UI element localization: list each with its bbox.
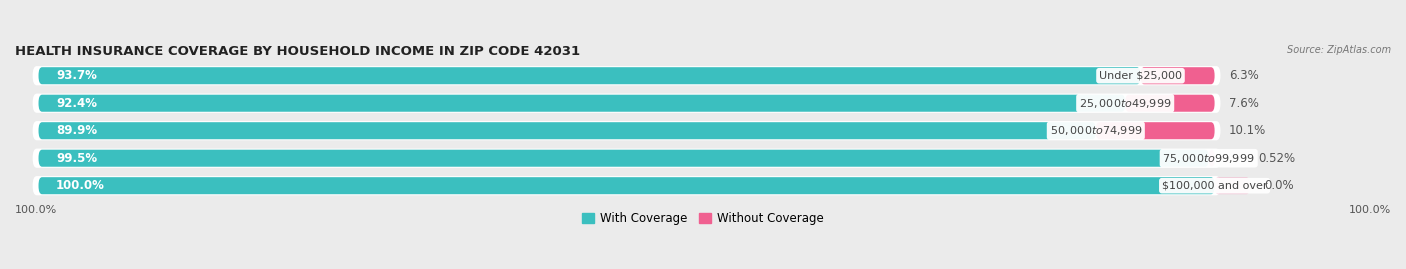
Text: 100.0%: 100.0% — [1348, 206, 1391, 215]
Text: 100.0%: 100.0% — [15, 206, 58, 215]
Legend: With Coverage, Without Coverage: With Coverage, Without Coverage — [578, 207, 828, 230]
FancyBboxPatch shape — [38, 177, 1215, 194]
FancyBboxPatch shape — [1215, 177, 1250, 194]
FancyBboxPatch shape — [32, 148, 1220, 168]
FancyBboxPatch shape — [38, 67, 1140, 84]
FancyBboxPatch shape — [38, 95, 1125, 112]
Text: HEALTH INSURANCE COVERAGE BY HOUSEHOLD INCOME IN ZIP CODE 42031: HEALTH INSURANCE COVERAGE BY HOUSEHOLD I… — [15, 45, 581, 58]
FancyBboxPatch shape — [1125, 95, 1215, 112]
Text: 100.0%: 100.0% — [56, 179, 105, 192]
FancyBboxPatch shape — [1209, 150, 1215, 167]
Text: Under $25,000: Under $25,000 — [1099, 71, 1182, 81]
FancyBboxPatch shape — [32, 66, 1220, 85]
Text: 0.0%: 0.0% — [1264, 179, 1294, 192]
FancyBboxPatch shape — [32, 176, 1220, 195]
Text: 6.3%: 6.3% — [1229, 69, 1258, 82]
Text: Source: ZipAtlas.com: Source: ZipAtlas.com — [1286, 45, 1391, 55]
FancyBboxPatch shape — [1095, 122, 1215, 139]
Text: $100,000 and over: $100,000 and over — [1161, 181, 1267, 191]
Text: 7.6%: 7.6% — [1229, 97, 1258, 110]
FancyBboxPatch shape — [38, 122, 1095, 139]
Text: 93.7%: 93.7% — [56, 69, 97, 82]
Text: 0.52%: 0.52% — [1258, 152, 1295, 165]
FancyBboxPatch shape — [38, 150, 1209, 167]
FancyBboxPatch shape — [32, 94, 1220, 113]
Text: 92.4%: 92.4% — [56, 97, 97, 110]
Text: 89.9%: 89.9% — [56, 124, 97, 137]
Text: $75,000 to $99,999: $75,000 to $99,999 — [1163, 152, 1256, 165]
Text: 10.1%: 10.1% — [1229, 124, 1265, 137]
Text: 99.5%: 99.5% — [56, 152, 97, 165]
FancyBboxPatch shape — [1140, 67, 1215, 84]
FancyBboxPatch shape — [32, 121, 1220, 140]
Text: $50,000 to $74,999: $50,000 to $74,999 — [1049, 124, 1142, 137]
Text: $25,000 to $49,999: $25,000 to $49,999 — [1078, 97, 1171, 110]
